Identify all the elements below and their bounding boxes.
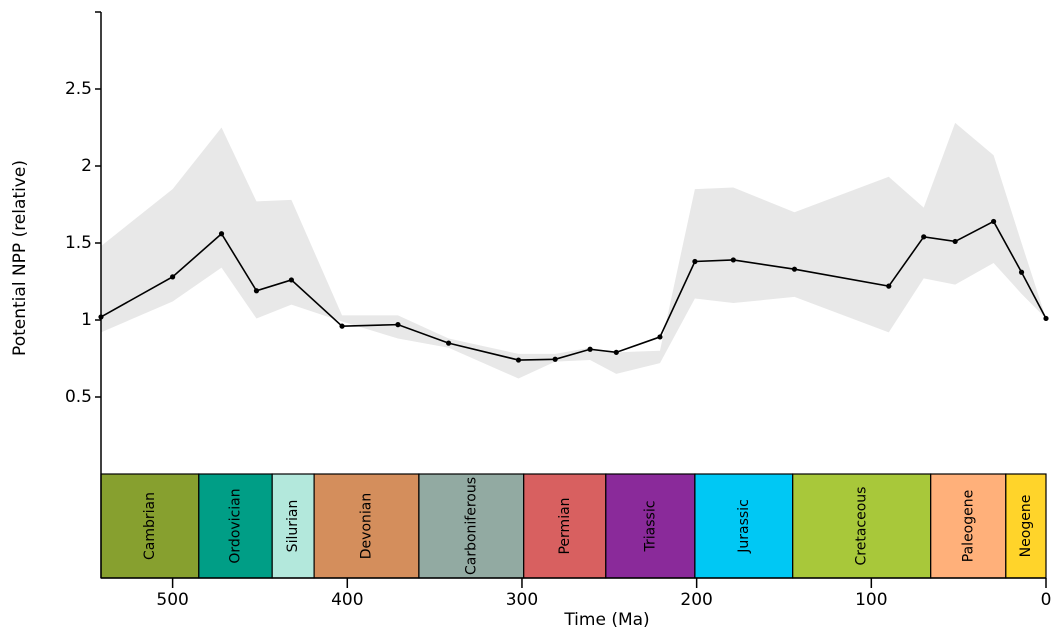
x-tick-label: 0	[1041, 590, 1052, 610]
point	[288, 277, 294, 283]
period-label: Carboniferous	[463, 477, 479, 575]
y-tick-label: 0.5	[65, 387, 92, 407]
period-box	[694, 473, 794, 579]
period-label: Jurassic	[736, 499, 752, 554]
line	[100, 220, 1047, 361]
x-axis-label: Time (Ma)	[563, 610, 649, 630]
period-label: Paleogene	[960, 490, 976, 562]
x-tick-label: 300	[506, 590, 538, 610]
point	[339, 323, 345, 329]
period-box	[930, 473, 1007, 579]
x-tick-label: 100	[855, 590, 887, 610]
point	[952, 238, 958, 245]
period-label: Ordovician	[228, 488, 244, 563]
period-box	[271, 473, 315, 579]
x-tick-label: 500	[156, 590, 188, 610]
point	[730, 257, 736, 263]
period-box	[198, 473, 273, 579]
point	[552, 356, 558, 362]
point	[170, 274, 176, 280]
period-label: Cretaceous	[854, 487, 870, 566]
point	[791, 266, 798, 272]
y-tick-label: 2.5	[65, 79, 92, 99]
point	[218, 231, 225, 237]
period-box	[523, 473, 607, 579]
point	[515, 357, 522, 363]
point	[613, 349, 619, 355]
period-label: Neogene	[1018, 495, 1034, 558]
point	[253, 288, 260, 294]
period-label: Silurian	[285, 500, 301, 553]
point	[446, 340, 452, 346]
x-tick-label: 200	[680, 590, 712, 610]
period-box	[313, 473, 420, 579]
point	[657, 334, 663, 340]
point	[692, 258, 698, 265]
period-box	[418, 473, 525, 579]
period-label: Triassic	[642, 501, 658, 553]
y-tick-label: 1	[81, 310, 92, 330]
period-box	[100, 473, 200, 579]
confidence-band	[101, 122, 1046, 379]
point	[395, 322, 401, 328]
point	[886, 283, 892, 289]
point	[921, 234, 927, 240]
y-tick-label: 1.5	[65, 233, 92, 253]
period-label: Permian	[557, 497, 573, 554]
period-label: Cambrian	[142, 492, 158, 560]
y-tick-label: 2	[81, 156, 92, 176]
x-tick-label: 400	[331, 590, 363, 610]
point	[1018, 269, 1025, 275]
point	[1043, 315, 1049, 322]
point	[990, 218, 997, 225]
period-box	[1005, 473, 1047, 579]
point	[587, 346, 593, 352]
y-axis-label: Potential NPP (relative)	[10, 160, 30, 356]
period-label: Devonian	[359, 493, 375, 559]
